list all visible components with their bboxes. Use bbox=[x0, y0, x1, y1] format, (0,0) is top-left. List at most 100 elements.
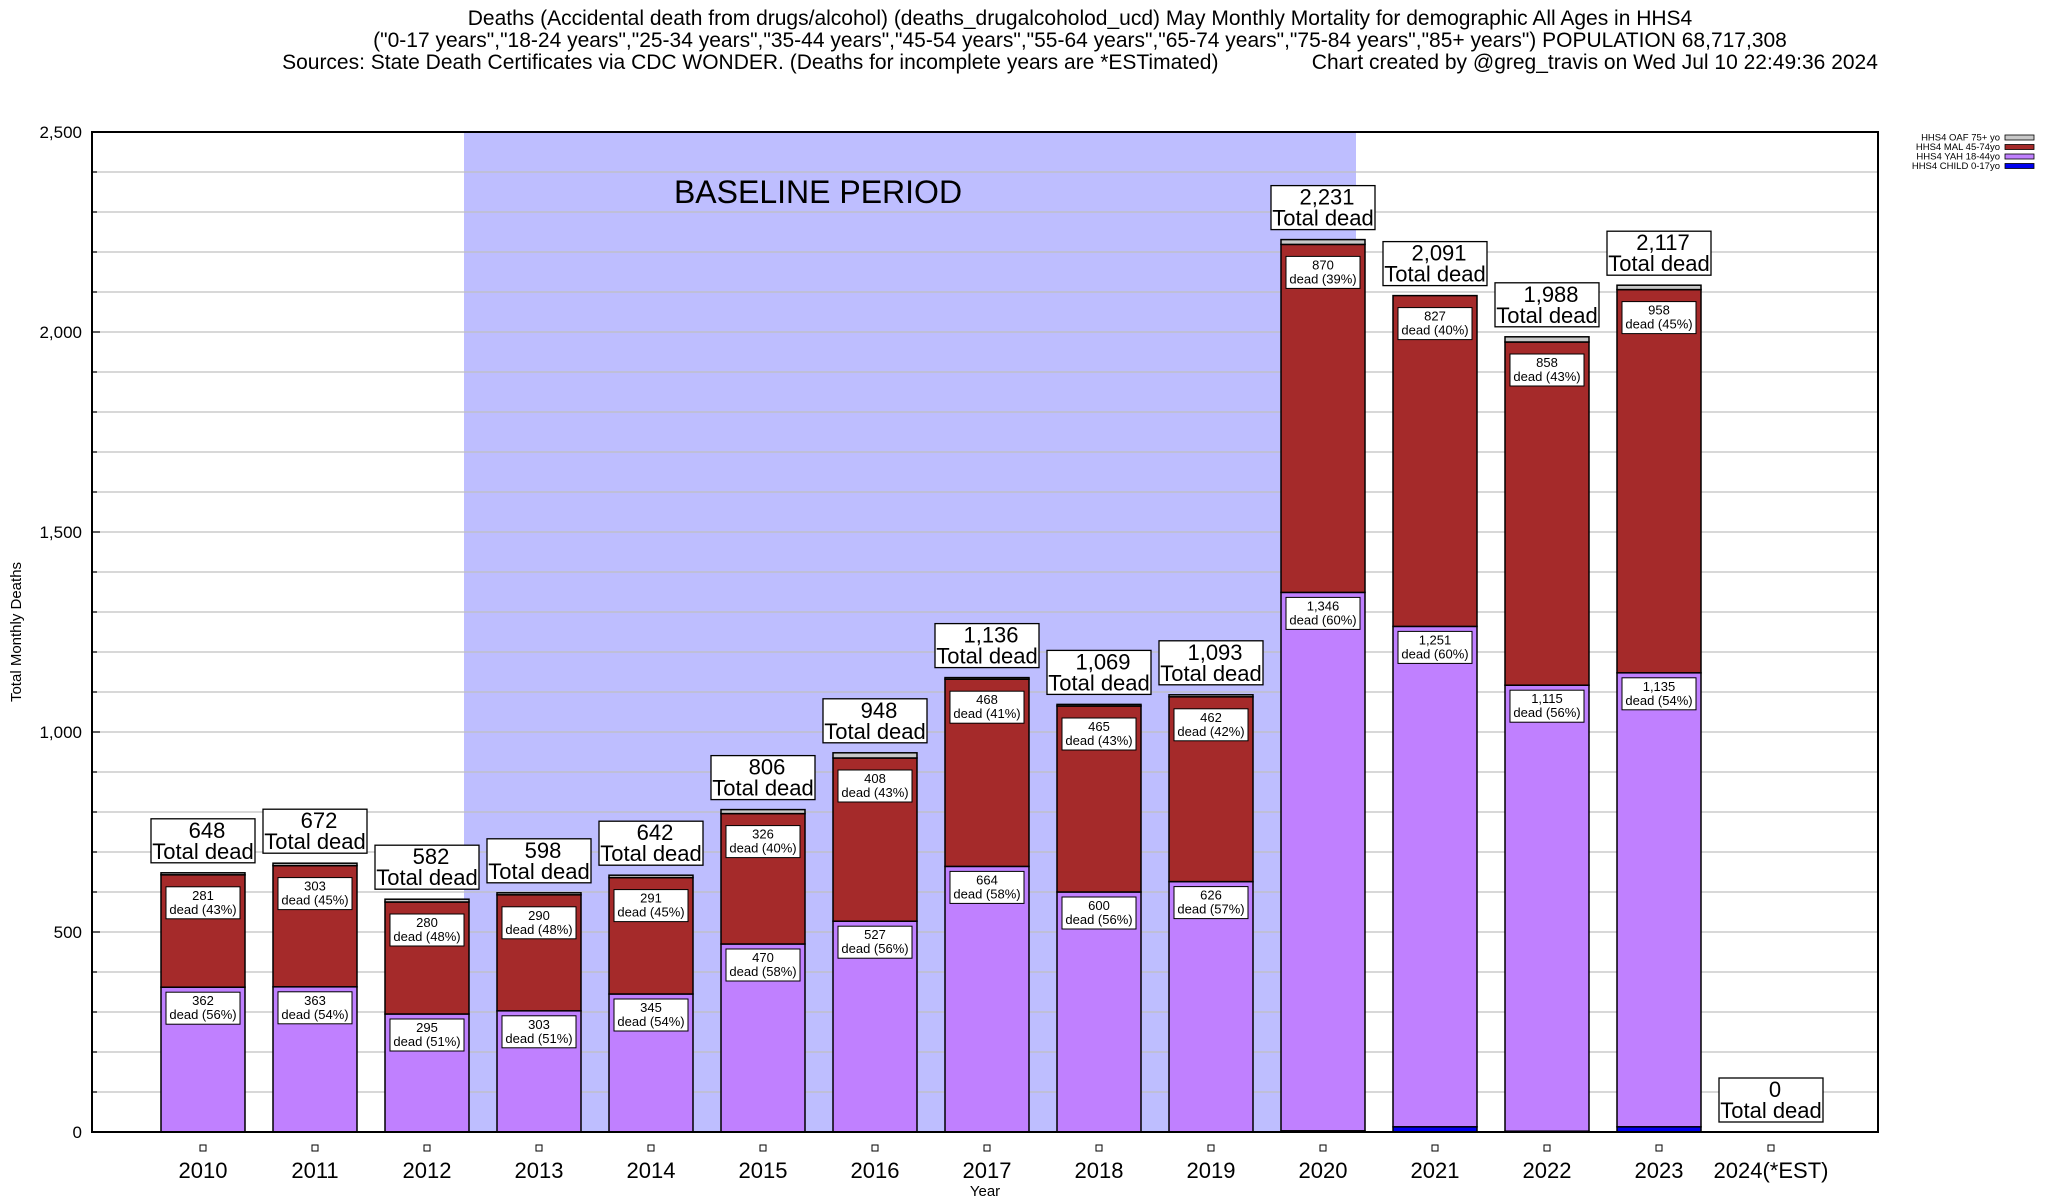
total-label-suffix: Total dead bbox=[264, 829, 366, 854]
x-tick-label: 2013 bbox=[515, 1158, 564, 1183]
x-tick-marker bbox=[1095, 1144, 1103, 1152]
mal-label-pct: dead (43%) bbox=[1513, 369, 1580, 384]
bar-segment-mal bbox=[1392, 294, 1478, 628]
bar-segment-oaf bbox=[160, 872, 246, 876]
yah-label-box bbox=[837, 925, 913, 959]
yah-label-value: 527 bbox=[864, 927, 886, 942]
y-axis-title: Total Monthly Deaths bbox=[8, 562, 25, 702]
total-label-box bbox=[262, 808, 368, 854]
total-label-suffix: Total dead bbox=[1272, 206, 1374, 231]
yah-label-value: 664 bbox=[976, 872, 998, 887]
title-line-1: Deaths (Accidental death from drugs/alco… bbox=[468, 7, 1693, 30]
total-label-suffix: Total dead bbox=[1160, 661, 1262, 686]
yah-label-box bbox=[501, 1015, 577, 1049]
y-tick-label: 500 bbox=[54, 923, 82, 942]
total-label-value: 806 bbox=[749, 755, 786, 780]
y-tick-label: 1,500 bbox=[39, 523, 82, 542]
total-label-value: 642 bbox=[637, 820, 674, 845]
legend-swatch bbox=[2004, 144, 2035, 150]
mal-label-box bbox=[613, 889, 689, 923]
total-label-box bbox=[934, 622, 1040, 669]
yah-label-box bbox=[949, 870, 1025, 904]
x-tick-label: 2017 bbox=[963, 1158, 1012, 1183]
mal-label-value: 858 bbox=[1536, 355, 1558, 370]
x-tick-marker bbox=[1655, 1144, 1663, 1152]
total-label-value: 2,091 bbox=[1411, 241, 1466, 266]
yah-label-box bbox=[389, 1018, 465, 1052]
total-label-box bbox=[1046, 649, 1152, 696]
yah-label-value: 626 bbox=[1200, 888, 1222, 903]
mal-label-value: 462 bbox=[1200, 710, 1222, 725]
bar-segment-oaf bbox=[496, 892, 582, 896]
yah-label-pct: dead (58%) bbox=[729, 964, 796, 979]
mal-label-pct: dead (43%) bbox=[169, 902, 236, 917]
bar-segment-oaf bbox=[1056, 703, 1142, 707]
x-tick-marker bbox=[983, 1144, 991, 1152]
yah-label-pct: dead (54%) bbox=[281, 1007, 348, 1022]
mal-label-pct: dead (48%) bbox=[393, 929, 460, 944]
x-tick-label: 2022 bbox=[1523, 1158, 1572, 1183]
mal-label-pct: dead (48%) bbox=[505, 922, 572, 937]
yah-label-box bbox=[1061, 896, 1137, 930]
legend-label: HHS4 CHILD 0-17yo bbox=[1912, 161, 2000, 172]
total-label-box bbox=[1606, 230, 1712, 276]
mal-label-value: 468 bbox=[976, 692, 998, 707]
y-tick-label: 2,000 bbox=[39, 323, 82, 342]
yah-label-box bbox=[1509, 689, 1585, 723]
x-tick-label: 2019 bbox=[1187, 1158, 1236, 1183]
yah-label-pct: dead (56%) bbox=[1065, 912, 1132, 927]
x-tick-label: 2011 bbox=[291, 1158, 338, 1183]
bar-segment-mal bbox=[1280, 243, 1366, 594]
x-tick-label: 2021 bbox=[1411, 1158, 1460, 1183]
x-tick-marker bbox=[871, 1144, 879, 1152]
mal-label-pct: dead (45%) bbox=[281, 893, 348, 908]
y-tick-label: 0 bbox=[73, 1123, 82, 1142]
yah-label-box bbox=[1285, 596, 1361, 630]
x-tick-label: 2012 bbox=[403, 1158, 452, 1183]
y-axis: 0 500 1,000 1,500 2,000 2,500 bbox=[39, 123, 100, 1142]
x-tick-label: 2014 bbox=[627, 1158, 676, 1183]
x-tick-label: 2015 bbox=[739, 1158, 788, 1183]
title-line-3: Sources: State Death Certificates via CD… bbox=[282, 51, 1878, 74]
yah-label-pct: dead (54%) bbox=[1625, 693, 1692, 708]
total-label-box bbox=[598, 820, 704, 866]
baseline-period-label: BASELINE PERIOD bbox=[674, 174, 962, 210]
mal-label-pct: dead (41%) bbox=[953, 706, 1020, 721]
x-axis-title: Year bbox=[970, 1183, 1000, 1200]
mal-label-value: 870 bbox=[1312, 257, 1334, 272]
x-tick-marker bbox=[1543, 1144, 1551, 1152]
mal-label-value: 465 bbox=[1088, 719, 1110, 734]
x-tick-marker bbox=[1207, 1144, 1215, 1152]
total-label-suffix: Total dead bbox=[600, 841, 702, 866]
bar-segment-oaf bbox=[1168, 694, 1254, 698]
x-tick-label: 2024(*EST) bbox=[1714, 1158, 1829, 1183]
mal-label-box bbox=[501, 906, 577, 940]
total-label-suffix: Total dead bbox=[488, 859, 590, 884]
yah-label-value: 295 bbox=[416, 1020, 438, 1035]
yah-label-pct: dead (56%) bbox=[1513, 705, 1580, 720]
mal-label-box bbox=[1621, 301, 1697, 335]
total-label-suffix: Total dead bbox=[1720, 1098, 1822, 1123]
mal-label-value: 408 bbox=[864, 771, 886, 786]
total-label-box bbox=[374, 844, 480, 890]
x-tick-marker bbox=[1319, 1144, 1327, 1152]
bar-segment-yah bbox=[1392, 625, 1478, 1128]
yah-label-pct: dead (56%) bbox=[169, 1007, 236, 1022]
yah-label-box bbox=[1621, 677, 1697, 711]
bar-segment-oaf bbox=[1616, 284, 1702, 291]
total-label-suffix: Total dead bbox=[936, 644, 1038, 669]
total-label-value: 2,231 bbox=[1299, 185, 1354, 210]
x-tick-label: 2016 bbox=[851, 1158, 900, 1183]
total-label-value: 648 bbox=[189, 818, 226, 843]
mal-label-value: 291 bbox=[640, 891, 662, 906]
bar-segment-oaf bbox=[720, 808, 806, 815]
yah-label-box bbox=[613, 998, 689, 1032]
mal-label-box bbox=[277, 877, 353, 911]
x-axis: 2010 2011 2012 2013 2014 2015 2016 2017 2018 2019… bbox=[179, 1144, 1829, 1183]
yah-label-pct: dead (60%) bbox=[1289, 612, 1356, 627]
total-label-box bbox=[1158, 640, 1264, 686]
yah-label-value: 362 bbox=[192, 993, 214, 1008]
mal-label-box bbox=[1173, 708, 1249, 742]
total-label-suffix: Total dead bbox=[1496, 303, 1598, 328]
